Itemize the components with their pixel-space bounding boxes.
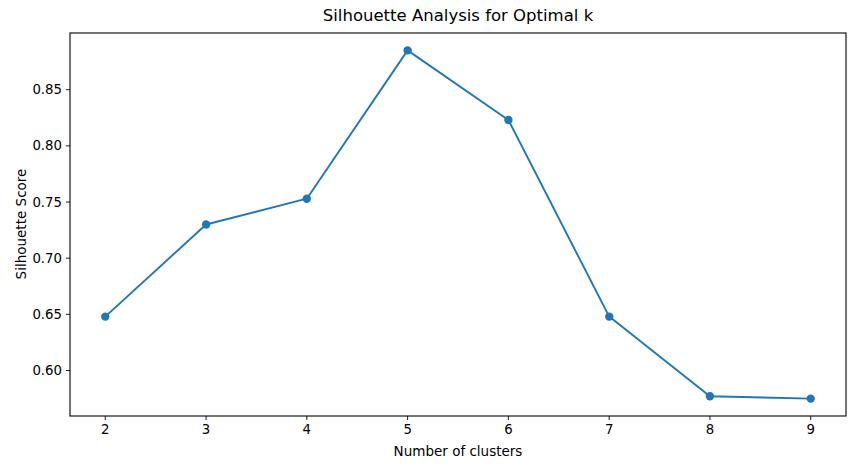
x-tick-label: 7	[605, 422, 613, 437]
data-point-k3	[202, 220, 210, 228]
y-tick-label: 0.80	[32, 138, 62, 153]
data-point-k8	[706, 392, 714, 400]
y-tick-label: 0.85	[32, 82, 62, 97]
x-tick-label: 3	[202, 422, 210, 437]
x-tick-label: 4	[303, 422, 311, 437]
x-tick-label: 5	[403, 422, 411, 437]
y-tick-label: 0.60	[32, 363, 62, 378]
silhouette-line	[105, 50, 810, 398]
y-tick-label: 0.70	[32, 251, 62, 266]
y-tick-label: 0.65	[32, 307, 62, 322]
data-point-k7	[605, 312, 613, 320]
data-point-k5	[403, 46, 411, 54]
data-point-k4	[303, 195, 311, 203]
x-tick-label: 6	[504, 422, 512, 437]
plot-area: 2 3 4 5 6 7 8 9 0.60 0.65 0.70 0.75 0.80 0.85	[0, 0, 855, 470]
x-tick-label: 8	[706, 422, 714, 437]
figure: Silhouette Analysis for Optimal k Silhou…	[0, 0, 855, 470]
data-point-k6	[504, 116, 512, 124]
data-point-k2	[101, 312, 109, 320]
x-tick-label: 9	[806, 422, 814, 437]
x-tick-label: 2	[101, 422, 109, 437]
axes-frame	[70, 33, 846, 416]
data-point-k9	[807, 394, 815, 402]
y-tick-label: 0.75	[32, 195, 62, 210]
